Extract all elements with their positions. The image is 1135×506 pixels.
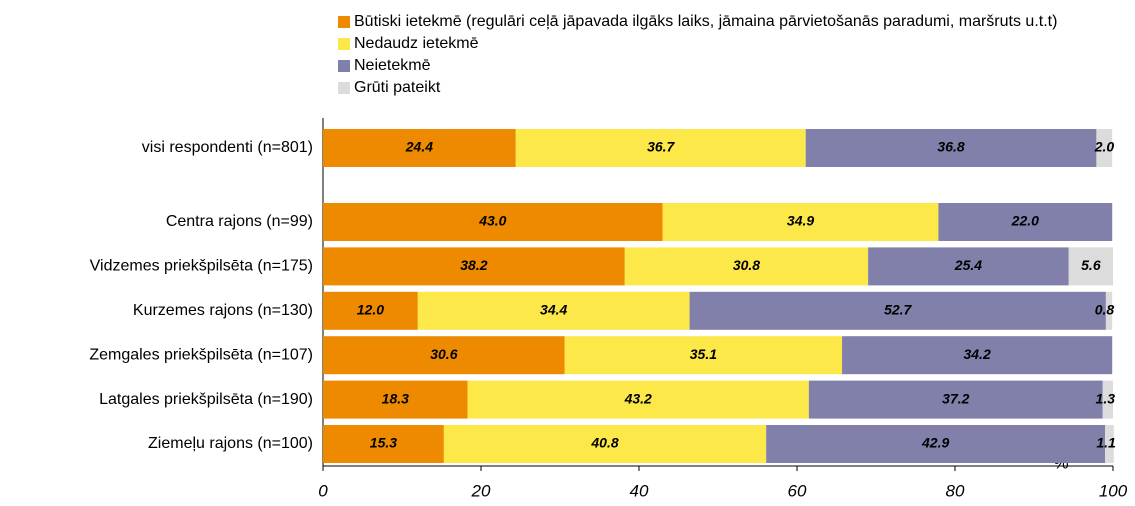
value-label: 1.1 [1096,435,1116,451]
value-label: 36.7 [647,139,675,155]
value-label: 43.0 [478,213,506,229]
bar-segment [1096,129,1113,167]
value-label: 34.9 [787,213,814,229]
bar-segment [564,336,843,375]
bar-segment [443,425,767,463]
bar-segment [662,203,939,241]
legend-swatch [338,82,350,94]
value-label: 36.8 [937,139,964,155]
bar-segment [323,291,418,330]
value-label: 42.9 [921,435,949,451]
value-label: 37.2 [942,390,969,406]
x-tick-label: 100 [1099,481,1128,500]
bar-segment [323,425,444,463]
value-label: 30.8 [733,257,760,273]
y-tick-label: Vidzemes priekšpilsēta (n=175) [90,258,313,275]
value-label: 34.2 [963,346,990,362]
bar-segment [515,129,806,167]
bar-segment [417,291,690,330]
x-tick-label: 20 [471,481,491,500]
y-tick-label: Kurzemes rajons (n=130) [133,302,313,319]
value-label: 2.0 [1094,139,1115,155]
y-tick-label: Centra rajons (n=99) [166,213,313,230]
bar-segment [1102,380,1113,419]
bar-segment [938,203,1113,241]
value-label: 25.4 [954,257,982,273]
value-label: 15.3 [370,435,397,451]
bar-segment [842,336,1113,375]
y-tick-label: Ziemeļu rajons (n=100) [148,435,313,452]
y-tick-label: Latgales priekšpilsēta (n=190) [99,391,313,408]
x-tick-label: 80 [946,481,965,500]
bar-segment [323,129,516,167]
value-label: 22.0 [1011,213,1039,229]
value-label: 52.7 [884,302,912,318]
bar-segment [1068,247,1113,286]
bar-segment [323,203,663,241]
value-label: 5.6 [1081,257,1101,273]
bar-segment [766,425,1106,463]
legend-swatch [338,60,350,72]
value-label: 40.8 [590,435,618,451]
bar-segment [1105,425,1114,463]
x-tick-label: 40 [630,481,649,500]
value-label: 24.4 [405,139,433,155]
y-tick-label: Zemgales priekšpilsēta (n=107) [89,346,313,363]
value-label: 43.2 [624,390,652,406]
bar-segment [1105,291,1113,330]
value-label: 12.0 [357,302,384,318]
bar-segment [805,129,1097,167]
y-tick-label: visi respondenti (n=801) [142,139,313,156]
value-label: 0.8 [1095,302,1115,318]
value-label: 18.3 [382,390,409,406]
value-label: 30.6 [430,346,457,362]
bar-segment [467,380,809,419]
bar-segment [689,291,1106,330]
x-tick-label: 0 [318,481,328,500]
legend-label: Būtiski ietekmē (regulāri ceļā jāpavada … [354,13,1057,30]
value-label: 1.3 [1096,390,1116,406]
legend-swatch [338,38,350,50]
bar-segment [323,336,565,375]
value-label: 35.1 [690,346,717,362]
bar-segment [868,247,1069,286]
bar-segment [624,247,869,286]
legend-label: Grūti pateikt [354,79,441,96]
bar-segment [808,380,1103,419]
legend-label: Neietekmē [354,57,431,74]
legend-label: Nedaudz ietekmē [354,35,479,52]
bar-segment [323,247,625,286]
value-label: 34.4 [540,302,567,318]
x-tick-label: 60 [788,481,807,500]
bar-segment [323,380,468,419]
legend-swatch [338,16,350,28]
value-label: 38.2 [460,257,487,273]
